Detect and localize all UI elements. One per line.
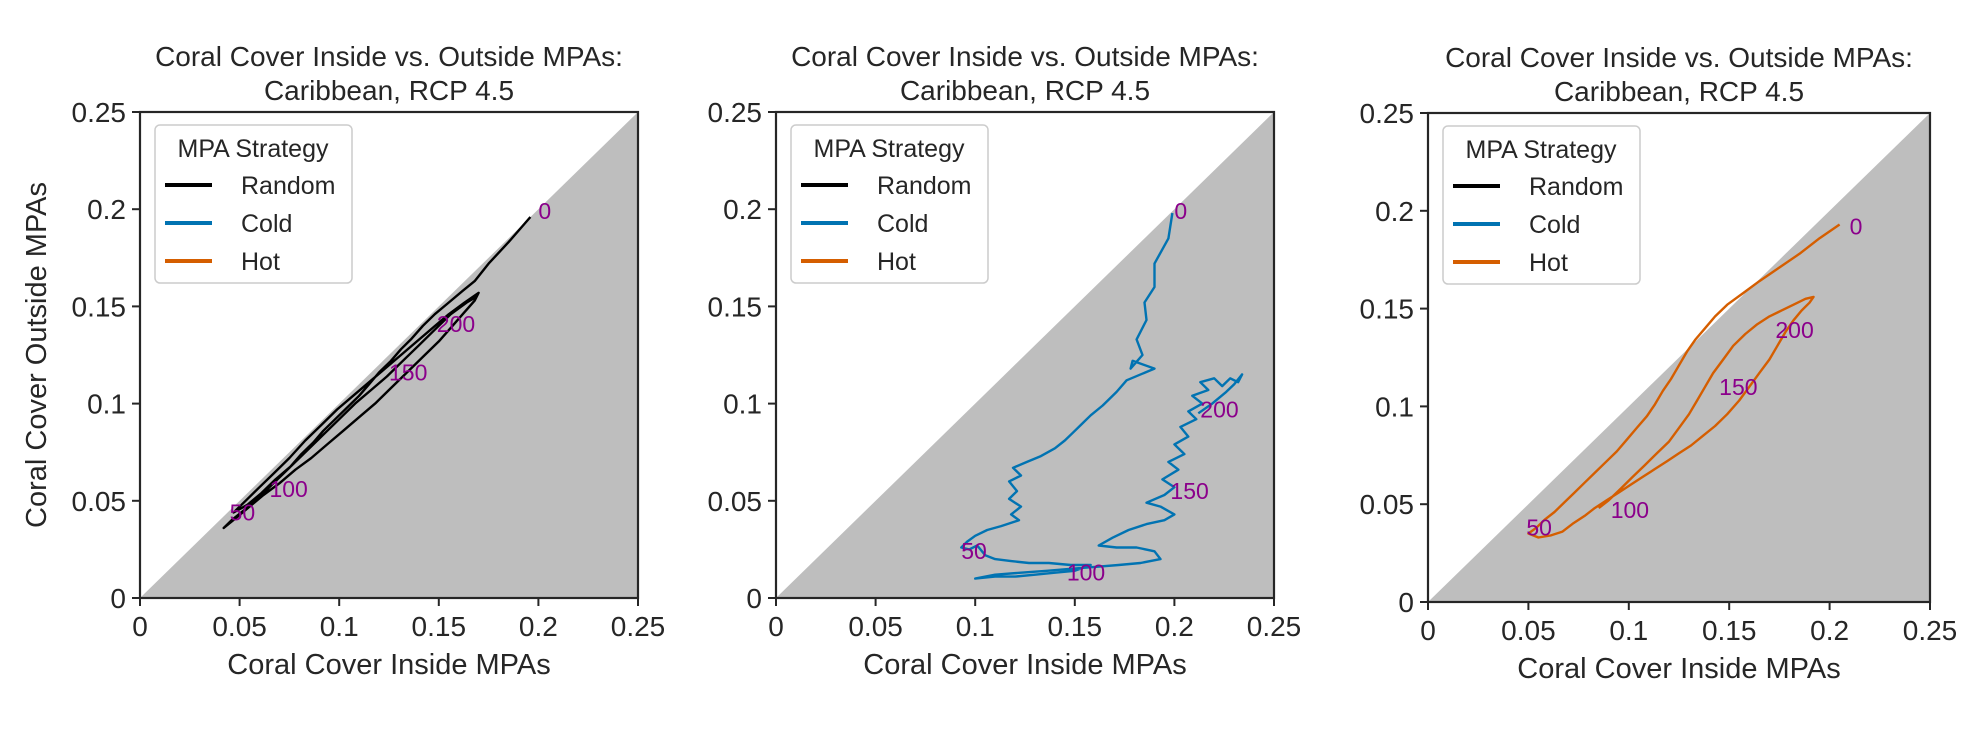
- legend: MPA Strategy Random Cold Hot: [1442, 125, 1641, 285]
- legend-label-hot: Hot: [241, 248, 280, 276]
- series-line-cold: [960, 212, 1244, 580]
- x-tick-label: 0.25: [611, 611, 666, 642]
- y-tick-label: 0.05: [708, 486, 763, 517]
- x-axis-label: Coral Cover Inside MPAs: [863, 649, 1186, 681]
- legend-label-cold: Cold: [1529, 211, 1580, 239]
- annotation-label: 150: [1719, 374, 1757, 400]
- y-tick-label: 0.05: [72, 486, 127, 517]
- legend: MPA Strategy Random Cold Hot: [154, 124, 353, 284]
- shaded-region-below-diagonal: [776, 112, 1274, 598]
- x-tick-label: 0.05: [1501, 615, 1556, 646]
- legend-title: MPA Strategy: [178, 135, 329, 163]
- y-tick-label: 0: [110, 583, 126, 614]
- annotation-label: 0: [1850, 213, 1863, 239]
- legend-label-cold: Cold: [241, 210, 292, 238]
- chart-panel-2: 0 50 100 150 200 0 0.05 0.1 0.15 0.2 0.25 0 0.05 0.1 0…: [708, 41, 1302, 681]
- y-axis-label: Coral Cover Outside MPAs: [21, 182, 53, 528]
- y-tick-label: 0: [1398, 587, 1414, 618]
- annotation-label: 50: [1526, 515, 1552, 541]
- legend-label-random: Random: [241, 172, 336, 200]
- y-tick-label: 0.15: [1360, 294, 1415, 325]
- legend-label-hot: Hot: [1529, 249, 1568, 277]
- axes-frame: [138, 110, 640, 600]
- x-tick-label: 0.15: [412, 611, 467, 642]
- legend-box: [154, 124, 353, 284]
- axes-frame: [774, 110, 1276, 600]
- annotation-label: 150: [389, 359, 427, 385]
- chart-title-line-2: Caribbean, RCP 4.5: [1554, 76, 1804, 107]
- annotation-label: 200: [1775, 317, 1813, 343]
- y-tick-label: 0.2: [87, 194, 126, 225]
- chart-title-line-2: Caribbean, RCP 4.5: [900, 75, 1150, 106]
- annotation-label: 0: [1174, 198, 1187, 224]
- x-tick-label: 0.05: [848, 611, 903, 642]
- annotation-label: 100: [1611, 497, 1649, 523]
- legend-box: [1442, 125, 1641, 285]
- x-tick-label: 0.25: [1903, 615, 1958, 646]
- y-tick-label: 0.1: [723, 389, 762, 420]
- y-tick-label: 0.25: [72, 97, 127, 128]
- chart-title-line-1: Coral Cover Inside vs. Outside MPAs:: [155, 41, 623, 72]
- y-tick-label: 0.15: [708, 291, 763, 322]
- y-tick-label: 0.1: [1375, 391, 1414, 422]
- x-tick-label: 0.05: [212, 611, 267, 642]
- series-line-hot: [1527, 223, 1841, 539]
- legend-title: MPA Strategy: [814, 135, 965, 163]
- chart-title-line-1: Coral Cover Inside vs. Outside MPAs:: [791, 41, 1259, 72]
- x-tick-label: 0.25: [1247, 611, 1302, 642]
- y-tick-label: 0.25: [708, 97, 763, 128]
- series-line-random: [222, 216, 532, 530]
- x-tick-label: 0.15: [1702, 615, 1757, 646]
- legend-title: MPA Strategy: [1466, 136, 1617, 164]
- x-tick-label: 0.1: [320, 611, 359, 642]
- y-tick-label: 0.2: [1375, 196, 1414, 227]
- legend-box: [790, 124, 989, 284]
- annotation-label: 150: [1170, 478, 1208, 504]
- annotation-label: 50: [961, 538, 987, 564]
- y-tick-label: 0.15: [72, 291, 127, 322]
- annotation-label: 200: [1200, 396, 1238, 422]
- chart-panel-1: 0 50 100 150 200 0 0.05 0.1 0.15 0.2 0.25 0 0.05 0.1 0…: [21, 41, 665, 681]
- x-axis-label: Coral Cover Inside MPAs: [1517, 653, 1840, 685]
- x-tick-label: 0.1: [1609, 615, 1648, 646]
- annotation-label: 0: [538, 198, 551, 224]
- chart-title-line-1: Coral Cover Inside vs. Outside MPAs:: [1445, 42, 1913, 73]
- legend-label-random: Random: [1529, 173, 1624, 201]
- x-tick-label: 0.2: [1810, 615, 1849, 646]
- axes-frame: [1426, 111, 1932, 604]
- annotation-label: 200: [437, 311, 475, 337]
- legend: MPA Strategy Random Cold Hot: [790, 124, 989, 284]
- x-tick-label: 0.2: [1155, 611, 1194, 642]
- annotation-label: 50: [230, 499, 256, 525]
- legend-label-cold: Cold: [877, 210, 928, 238]
- shaded-region-below-diagonal: [1428, 113, 1930, 602]
- x-tick-label: 0.1: [956, 611, 995, 642]
- x-tick-label: 0: [132, 611, 148, 642]
- annotation-label: 100: [1067, 560, 1105, 586]
- x-tick-label: 0.2: [519, 611, 558, 642]
- y-tick-label: 0.05: [1360, 489, 1415, 520]
- y-tick-label: 0.25: [1360, 98, 1415, 129]
- legend-label-random: Random: [877, 172, 972, 200]
- annotation-label: 100: [269, 476, 307, 502]
- chart-panel-3: 0 50 100 150 200 0 0.05 0.1 0.15 0.2 0.25 0 0.05 0.1 0…: [1360, 42, 1958, 685]
- x-tick-label: 0.15: [1048, 611, 1103, 642]
- x-tick-label: 0: [1420, 615, 1436, 646]
- x-tick-label: 0: [768, 611, 784, 642]
- shaded-region-below-diagonal: [140, 112, 638, 598]
- y-tick-label: 0: [746, 583, 762, 614]
- x-axis-label: Coral Cover Inside MPAs: [227, 649, 550, 681]
- legend-label-hot: Hot: [877, 248, 916, 276]
- chart-title-line-2: Caribbean, RCP 4.5: [264, 75, 514, 106]
- y-tick-label: 0.2: [723, 194, 762, 225]
- y-tick-label: 0.1: [87, 389, 126, 420]
